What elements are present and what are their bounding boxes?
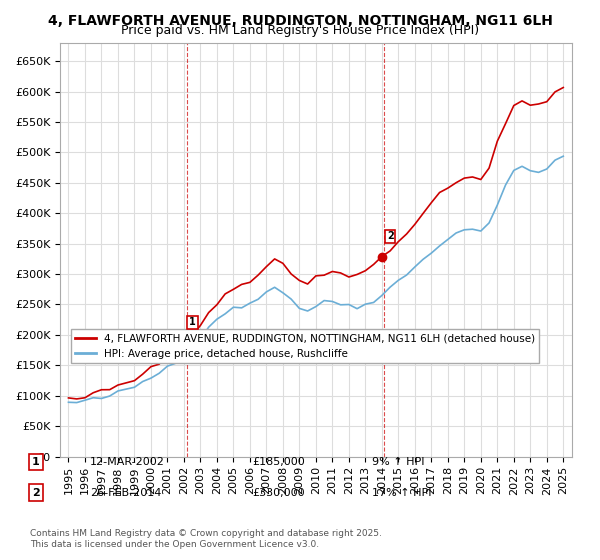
Text: 1: 1 — [189, 318, 196, 328]
Text: 17% ↑ HPI: 17% ↑ HPI — [372, 488, 431, 498]
Text: 2: 2 — [32, 488, 40, 498]
Text: Price paid vs. HM Land Registry's House Price Index (HPI): Price paid vs. HM Land Registry's House … — [121, 24, 479, 37]
Text: 2: 2 — [387, 231, 394, 241]
Text: 26-FEB-2014: 26-FEB-2014 — [90, 488, 161, 498]
Text: Contains HM Land Registry data © Crown copyright and database right 2025.
This d: Contains HM Land Registry data © Crown c… — [30, 529, 382, 549]
Text: 12-MAR-2002: 12-MAR-2002 — [90, 457, 165, 467]
Text: 9% ↑ HPI: 9% ↑ HPI — [372, 457, 425, 467]
Legend: 4, FLAWFORTH AVENUE, RUDDINGTON, NOTTINGHAM, NG11 6LH (detached house), HPI: Ave: 4, FLAWFORTH AVENUE, RUDDINGTON, NOTTING… — [71, 329, 539, 363]
Text: 4, FLAWFORTH AVENUE, RUDDINGTON, NOTTINGHAM, NG11 6LH: 4, FLAWFORTH AVENUE, RUDDINGTON, NOTTING… — [47, 14, 553, 28]
Text: £330,000: £330,000 — [252, 488, 305, 498]
Text: £185,000: £185,000 — [252, 457, 305, 467]
Text: 1: 1 — [32, 457, 40, 467]
